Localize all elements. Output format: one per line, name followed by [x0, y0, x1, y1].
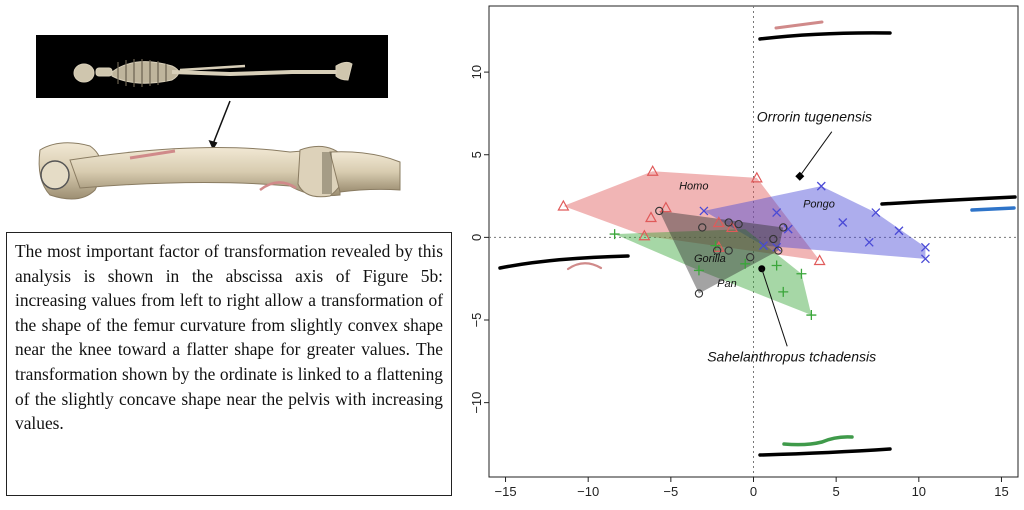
- group-label-pan: Pan: [717, 278, 737, 290]
- x-tick-label: 15: [994, 484, 1008, 499]
- y-tick-label: 0: [470, 234, 484, 241]
- point-gorilla: [774, 246, 783, 255]
- shape-bottom: [758, 447, 892, 457]
- point-pongo: [772, 208, 782, 218]
- point-pongo: [864, 237, 874, 247]
- curvature-mark-lower: [259, 181, 297, 192]
- point-gorilla: [724, 246, 733, 255]
- annotation-orrorin-tugenensis: Orrorin tugenensis: [757, 109, 872, 125]
- skeleton-figure: [73, 59, 353, 87]
- shape-left-accent: [566, 262, 603, 271]
- point-homo: [646, 165, 659, 176]
- point-pongo: [783, 224, 793, 234]
- point-homo: [659, 201, 672, 213]
- point-gorilla: [779, 223, 788, 232]
- annotation-pointer-orrorin-tugenensis: [799, 131, 833, 177]
- point-pan: [740, 258, 751, 269]
- shape-right-accent: [970, 206, 1016, 212]
- point-orrorin-tugenensis: [795, 171, 805, 181]
- point-homo: [644, 211, 658, 223]
- point-pan: [609, 229, 620, 240]
- y-tick-label: −5: [470, 313, 484, 328]
- x-tick-label: 10: [912, 484, 926, 499]
- point-homo: [750, 171, 763, 183]
- y-tick-label: 5: [470, 151, 484, 158]
- point-pongo: [894, 226, 904, 236]
- hull-gorilla: [659, 210, 784, 294]
- point-homo: [712, 216, 725, 228]
- point-pongo: [758, 241, 768, 251]
- x-tick-label: 0: [750, 484, 757, 499]
- point-pongo: [699, 206, 709, 216]
- group-label-homo: Homo: [679, 180, 708, 192]
- point-pongo: [920, 254, 930, 264]
- point-gorilla: [698, 223, 707, 232]
- x-tick-label: 5: [833, 484, 840, 499]
- point-gorilla: [734, 219, 743, 229]
- shape-right: [880, 195, 1017, 206]
- group-label-pongo: Pongo: [803, 199, 835, 211]
- x-tick-label: −15: [495, 484, 517, 499]
- point-pan: [771, 260, 782, 271]
- point-gorilla: [746, 253, 755, 262]
- annotation-sahelanthropus-tchadensis: Sahelanthropus tchadensis: [707, 348, 876, 364]
- group-label-gorilla: Gorilla: [694, 253, 726, 265]
- point-pan: [778, 286, 789, 297]
- point-gorilla: [712, 246, 722, 255]
- x-tick-label: −5: [663, 484, 678, 499]
- y-tick-label: −10: [470, 392, 484, 414]
- curvature-mark-upper: [129, 149, 176, 160]
- caption-text: The most important factor of transformat…: [15, 241, 443, 434]
- hull-pan: [614, 229, 812, 316]
- point-gorilla: [694, 289, 704, 298]
- point-pongo: [816, 181, 826, 191]
- x-tick-label: −10: [577, 484, 599, 499]
- shape-top-accent: [774, 20, 824, 30]
- femur-bone: [38, 142, 401, 200]
- shape-top: [758, 31, 892, 41]
- point-pan: [806, 310, 817, 321]
- shape-left: [498, 254, 630, 270]
- point-pan: [710, 240, 721, 251]
- shape-bottom-accent: [782, 435, 854, 447]
- point-gorilla: [655, 206, 664, 216]
- caption-box: The most important factor of transformat…: [6, 232, 452, 496]
- pointer-arrow: [212, 100, 231, 145]
- hull-homo: [563, 171, 820, 261]
- annotation-pointer-sahelanthropus-tchadensis: [761, 268, 788, 347]
- pca-scatter-chart: Homo Pongo Pan Gorilla Orrorin tugenensis Sah…: [470, 5, 1019, 499]
- y-tick-label: 10: [470, 65, 484, 79]
- point-gorilla: [724, 218, 733, 227]
- skeleton-photo: [36, 35, 388, 98]
- femur-illustration: [36, 35, 401, 200]
- point-pan: [796, 268, 807, 279]
- point-homo: [725, 221, 739, 233]
- point-pongo: [920, 242, 930, 252]
- point-homo: [638, 229, 651, 241]
- point-gorilla: [769, 234, 778, 244]
- point-homo: [557, 199, 570, 211]
- point-pongo: [871, 208, 881, 218]
- point-pongo: [838, 218, 848, 227]
- point-homo: [813, 254, 826, 266]
- point-pan: [693, 265, 704, 276]
